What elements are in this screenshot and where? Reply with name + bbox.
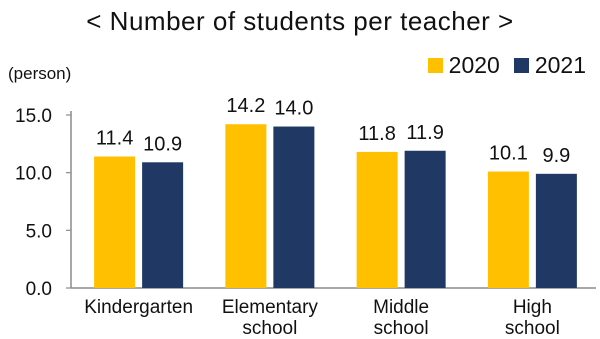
category-label-line: Elementary: [222, 297, 319, 318]
y-tick-label: 0.0: [26, 279, 52, 300]
legend: 2020 2021: [427, 52, 586, 79]
data-label-2021-0: 10.9: [143, 133, 182, 155]
legend-item-2020: 2020: [427, 52, 500, 79]
category-label-line: school: [505, 318, 560, 339]
bar-2020-3: [487, 171, 529, 288]
data-label-2021-1: 14.0: [274, 98, 313, 120]
bar-2020-0: [94, 156, 136, 288]
category-label-3: High school: [505, 297, 560, 339]
bar-2021-1: [273, 126, 315, 289]
y-tick-label: 5.0: [26, 221, 52, 242]
bar-2020-1: [225, 124, 267, 288]
category-label-0: Kindergarten: [84, 297, 193, 318]
legend-swatch-2020: [427, 58, 443, 73]
category-label-line: school: [242, 318, 297, 339]
category-label-line: Middle: [373, 297, 429, 318]
data-label-2020-0: 11.4: [96, 128, 133, 150]
legend-label-2021: 2021: [534, 52, 586, 78]
y-axis-unit-label: (person): [8, 64, 72, 83]
chart-title: < Number of students per teacher >: [86, 6, 514, 36]
category-label-1: Elementary school: [222, 297, 319, 339]
legend-swatch-2021: [513, 58, 529, 73]
data-label-2020-3: 10.1: [489, 143, 528, 165]
category-label-line: Kindergarten: [84, 297, 193, 318]
y-tick-label: 10.0: [15, 164, 52, 185]
bar-2020-2: [356, 151, 398, 288]
data-label-2020-1: 14.2: [226, 95, 265, 117]
category-label-line: school: [374, 318, 429, 339]
bar-2021-3: [535, 173, 577, 288]
bar-2021-2: [404, 150, 446, 288]
legend-label-2020: 2020: [448, 52, 500, 78]
legend-item-2021: 2021: [513, 52, 586, 79]
y-tick-label: 15.0: [15, 106, 52, 127]
category-label-line: High: [513, 297, 552, 318]
data-label-2021-2: 11.9: [406, 122, 443, 144]
category-label-2: Middle school: [373, 297, 429, 339]
data-label-2020-2: 11.8: [358, 123, 395, 145]
bar-2021-0: [142, 162, 184, 288]
data-label-2021-3: 9.9: [542, 145, 570, 167]
